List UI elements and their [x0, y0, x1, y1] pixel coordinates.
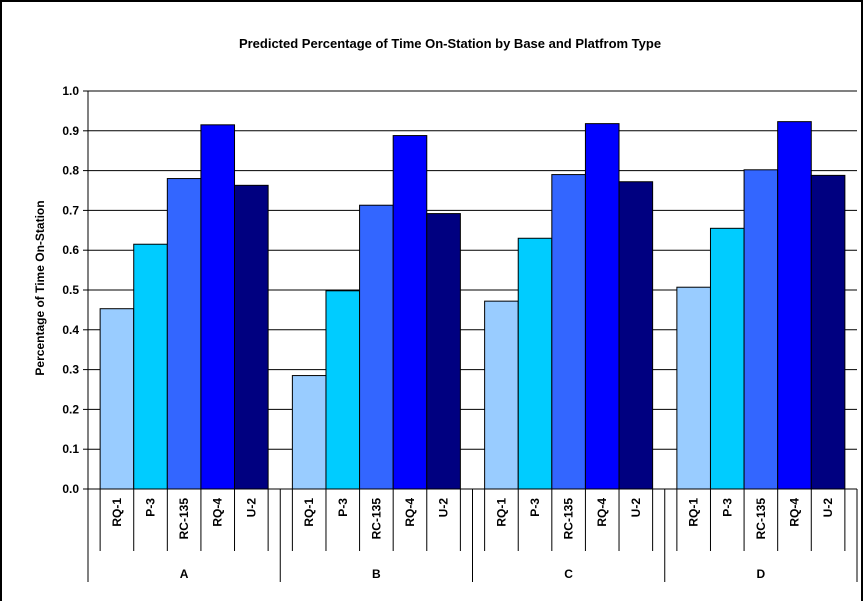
y-tick-label: 0.3	[62, 363, 79, 377]
chart-title: Predicted Percentage of Time On-Station …	[239, 36, 661, 51]
group-label: B	[372, 567, 381, 581]
bar-C-U-2	[618, 181, 654, 490]
group-label: C	[564, 567, 573, 581]
bar-A-P-3	[133, 243, 168, 490]
bar-A-RQ-1	[99, 308, 135, 490]
x-tick-label: RC-135	[562, 498, 576, 540]
bar-D-U-2	[810, 174, 846, 490]
group-label: A	[180, 567, 189, 581]
bar-B-P-3	[325, 290, 361, 490]
bar-C-P-3	[517, 237, 553, 490]
bar-A-U-2	[234, 184, 269, 490]
x-tick-label: RC-135	[369, 498, 383, 540]
bar-B-RC-135	[359, 204, 394, 490]
y-tick-label: 0.4	[62, 323, 79, 337]
y-tick-label: 0.8	[62, 164, 79, 178]
y-tick-label: 0.7	[62, 203, 79, 217]
y-tick-label: 0.0	[62, 482, 79, 496]
x-tick-label: P-3	[144, 498, 158, 517]
x-tick-label: U-2	[437, 498, 451, 518]
bar-B-U-2	[426, 213, 461, 490]
x-tick-label: RQ-1	[687, 498, 701, 527]
x-tick-label: U-2	[629, 498, 643, 518]
bar-A-RC-135	[166, 178, 202, 490]
bar-C-RQ-1	[484, 300, 519, 490]
x-tick-label: RC-135	[177, 498, 191, 540]
bar-C-RC-135	[551, 174, 586, 490]
bar-D-RC-135	[743, 169, 779, 490]
x-tick-label: RQ-4	[403, 498, 417, 527]
x-tick-label: RQ-4	[595, 498, 609, 527]
bar-A-RQ-4	[200, 124, 236, 490]
x-tick-label: P-3	[336, 498, 350, 517]
x-tick-label: U-2	[244, 498, 258, 518]
y-tick-label: 0.6	[62, 243, 79, 257]
x-tick-label: RQ-4	[211, 498, 225, 527]
group-label: D	[757, 567, 766, 581]
bar-C-RQ-4	[584, 123, 620, 490]
y-tick-label: 1.0	[62, 84, 79, 98]
bar-B-RQ-1	[291, 375, 327, 490]
y-tick-label: 0.2	[62, 402, 79, 416]
x-tick-label: RQ-1	[494, 498, 508, 527]
x-tick-label: P-3	[720, 498, 734, 517]
x-tick-label: RQ-1	[110, 498, 124, 527]
x-tick-label: RQ-4	[787, 498, 801, 527]
y-tick-label: 0.9	[62, 124, 79, 138]
x-tick-label: U-2	[821, 498, 835, 518]
x-tick-label: RQ-1	[302, 498, 316, 527]
bar-D-RQ-4	[777, 121, 812, 490]
x-tick-label: P-3	[528, 498, 542, 517]
bar-D-P-3	[709, 227, 745, 490]
y-axis-label: Percentage of Time On-Station	[33, 200, 47, 375]
bar-B-RQ-4	[392, 135, 428, 490]
y-tick-label: 0.1	[62, 442, 79, 456]
y-tick-label: 0.5	[62, 283, 79, 297]
bar-D-RQ-1	[676, 286, 711, 490]
x-tick-label: RC-135	[754, 498, 768, 540]
